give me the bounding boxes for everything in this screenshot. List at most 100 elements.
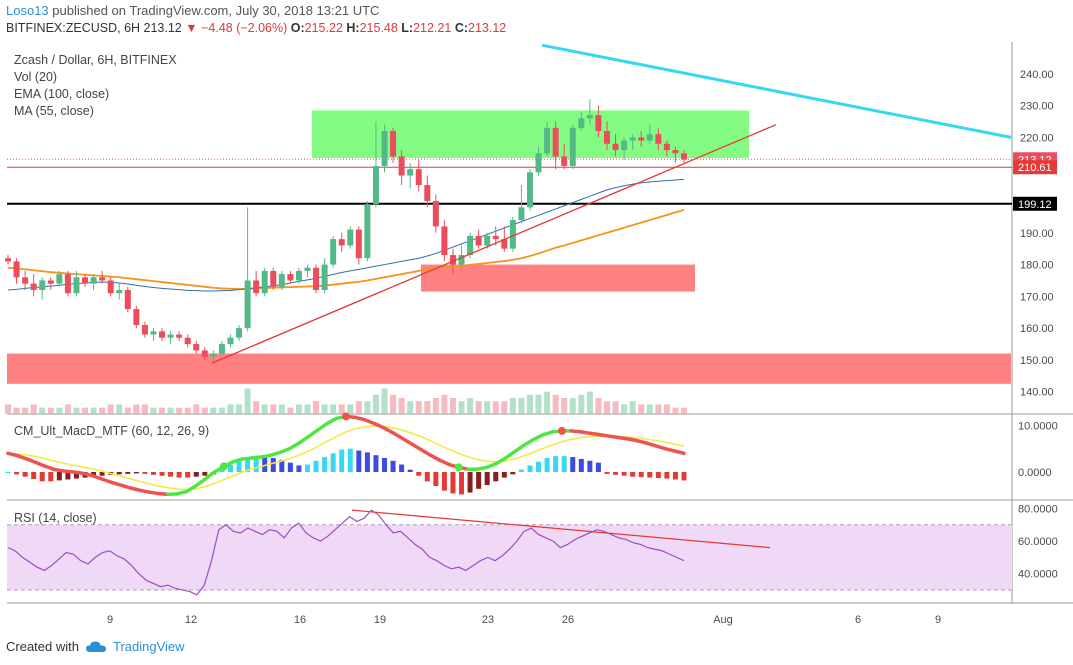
volume-bar [441, 394, 448, 414]
candle-body [184, 337, 191, 345]
volume-bar [612, 401, 619, 414]
volume-bar [244, 388, 251, 414]
macd-histogram-bar [553, 456, 559, 472]
macd-histogram-bar [193, 472, 199, 477]
candle-body [64, 274, 71, 294]
time-tick-label: 26 [562, 614, 574, 626]
volume-bar [646, 404, 653, 414]
candle-body [193, 344, 200, 351]
candle-body [253, 280, 260, 294]
macd-line-segment [391, 431, 405, 441]
time-tick-label: 23 [482, 614, 494, 626]
price-change: −4.48 (−2.06%) [201, 21, 288, 35]
macd-histogram-bar [647, 472, 653, 478]
candle-body [672, 150, 679, 154]
candle-body [432, 200, 439, 227]
macd-line-segment [513, 443, 527, 454]
macd-histogram-bar [279, 459, 285, 472]
candle-body [278, 274, 285, 287]
macd-histogram-bar [253, 455, 259, 472]
volume-bar [381, 388, 388, 414]
volume-bar [193, 404, 200, 414]
macd-line-segment [494, 456, 508, 466]
volume-bar [655, 404, 662, 414]
volume-bar [501, 401, 508, 414]
macd-histogram-bar [125, 472, 131, 474]
volume-bar [218, 407, 225, 414]
footer: Created with TradingView [6, 639, 185, 654]
macd-histogram-bar [664, 472, 670, 479]
macd-tick-label: 10.0000 [1018, 420, 1058, 432]
author-link[interactable]: Loso13 [6, 3, 49, 18]
volume-bar [56, 407, 63, 414]
macd-cross-dot [342, 412, 350, 421]
rsi-divergence-line [351, 509, 771, 549]
candle-body [364, 204, 371, 259]
legend-symbol: Zcash / Dollar, 6H, BITFINEX [14, 53, 177, 67]
macd-histogram-bar [356, 450, 362, 472]
price-tick-label: 190.00 [1020, 228, 1054, 240]
candle-body [133, 309, 140, 325]
time-tick-label: 19 [374, 614, 386, 626]
candle-body [56, 274, 63, 284]
macd-histogram-bar [484, 472, 490, 486]
low-value: 212.21 [413, 21, 452, 35]
macd-histogram-bar [433, 472, 439, 486]
macd-line-segment [184, 484, 198, 494]
macd-histogram-bar [655, 472, 661, 479]
candle-body [5, 258, 11, 262]
candle-body [167, 334, 174, 338]
volume-bar [364, 401, 371, 414]
cloud-icon [85, 640, 106, 652]
price-tick-label: 170.00 [1020, 291, 1054, 303]
macd-histogram-bar [570, 457, 576, 472]
candle-body [475, 235, 482, 246]
candle-body [629, 137, 636, 141]
close-value: 213.12 [468, 21, 507, 35]
candle-body [467, 235, 474, 256]
macd-line-segment [522, 437, 536, 447]
volume-bar [544, 391, 551, 414]
macd-histogram-bar [424, 472, 430, 482]
macd-line-segment [194, 477, 207, 488]
macd-histogram-bar [219, 469, 225, 472]
volume-bar [73, 407, 80, 414]
macd-histogram-bar [116, 472, 122, 475]
volume-bar [270, 404, 277, 414]
candle-body [30, 283, 37, 290]
candle-body [561, 156, 568, 166]
legend-volume: Vol (20) [14, 70, 58, 84]
candle-body [638, 137, 645, 141]
macd-histogram-bar [621, 472, 627, 476]
rsi-line [7, 509, 685, 596]
price-tag [1013, 196, 1057, 211]
macd-histogram-bar [638, 472, 644, 478]
macd-histogram-bar [202, 472, 208, 476]
candle-body [82, 277, 89, 284]
macd-line-segment [381, 425, 395, 435]
candle-body [150, 331, 157, 335]
candle-body [552, 127, 559, 157]
candle-body [424, 185, 431, 201]
price-tick-label: 230.00 [1020, 101, 1054, 113]
candle-body [355, 229, 362, 259]
volume-bar [210, 407, 217, 414]
tradingview-brand-link[interactable]: TradingView [112, 639, 185, 654]
volume-bar [295, 404, 302, 414]
volume-bar [253, 401, 260, 414]
candle-body [595, 115, 602, 132]
volume-bar [526, 394, 533, 414]
time-tick-label: Aug [713, 614, 733, 626]
down-triangle-icon: ▼ [185, 21, 198, 35]
price-tag [1013, 160, 1057, 175]
candle-body [458, 255, 465, 265]
macd-histogram-bar [270, 458, 276, 472]
rsi-title: RSI (14, close) [14, 511, 97, 525]
macd-line-segment [306, 428, 320, 439]
created-with-text: Created with [6, 639, 79, 654]
candle-body [646, 134, 653, 141]
volume-bar [347, 404, 354, 414]
volume-bar [22, 407, 29, 414]
macd-histogram-bar [390, 460, 396, 472]
